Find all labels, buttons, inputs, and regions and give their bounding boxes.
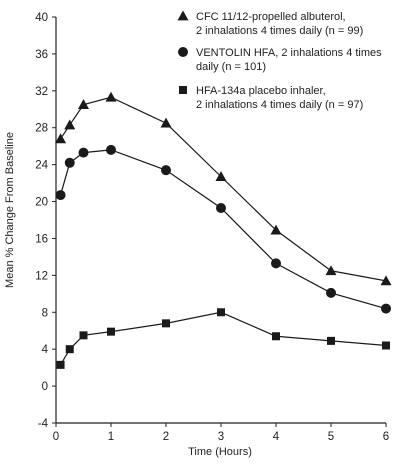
y-tick-label: -4 (38, 418, 49, 430)
series-circle (55, 144, 391, 314)
series-line (60, 311, 387, 366)
y-tick-label: 8 (42, 307, 48, 319)
axes (55, 17, 386, 424)
y-tick-label: 16 (35, 233, 48, 245)
y-tick-label: 20 (35, 197, 48, 209)
legend-label: daily (n = 101) (196, 61, 266, 73)
legend-circle-marker (178, 47, 188, 57)
data-point-circle (381, 303, 391, 314)
data-point-triangle (105, 91, 117, 102)
series-line (60, 96, 387, 282)
legend-item: VENTOLIN HFA, 2 inhalations 4 times daily… (178, 47, 382, 73)
y-tick-label: 12 (35, 270, 48, 282)
y-tick-label: 4 (42, 344, 49, 356)
data-point-square (56, 360, 65, 369)
data-point-square (327, 336, 335, 345)
data-point-circle (161, 165, 171, 176)
x-tick-label: 4 (273, 431, 280, 443)
data-point-triangle (160, 117, 172, 128)
x-tick-label: 1 (108, 431, 114, 443)
data-point-triangle (215, 171, 227, 182)
data-point-circle (78, 147, 89, 158)
series-triangle (55, 91, 392, 286)
data-point-circle (271, 258, 281, 269)
data-point-triangle (270, 224, 282, 235)
legend: CFC 11/12-propelled albuterol, 2 inhalati… (177, 10, 382, 111)
legend-label: HFA-134a placebo inhaler, (196, 85, 326, 97)
data-point-triangle (78, 99, 89, 110)
data-point-square (217, 308, 225, 317)
x-tick-label: 6 (383, 431, 389, 443)
data-point-triangle (64, 119, 76, 130)
data-point-triangle (380, 275, 392, 286)
legend-label: 2 inhalations 4 times daily (n = 97) (196, 99, 363, 111)
y-tick-label: 40 (35, 12, 48, 24)
data-point-circle (326, 287, 336, 298)
legend-item: HFA-134a placebo inhaler, 2 inhalations 4… (179, 85, 363, 111)
data-point-circle (216, 203, 226, 214)
y-tick-label: 24 (35, 160, 48, 172)
data-point-circle (106, 144, 116, 155)
data-point-circle (55, 190, 66, 201)
data-point-square (79, 331, 88, 340)
y-tick-label: 36 (35, 49, 48, 61)
data-point-square (162, 319, 170, 328)
legend-square-marker (179, 86, 187, 94)
data-point-square (382, 341, 390, 350)
legend-label: 2 inhalations 4 times daily (n = 99) (196, 25, 363, 37)
legend-label: VENTOLIN HFA, 2 inhalations 4 times (196, 47, 382, 59)
y-tick-label: 0 (42, 381, 48, 393)
y-tick-label: 28 (35, 123, 48, 135)
x-tick-label: 0 (53, 431, 59, 443)
x-axis-title: Time (Hours) (188, 446, 252, 458)
series-group (55, 91, 392, 369)
data-point-circle (64, 157, 75, 168)
x-tick-label: 3 (218, 431, 224, 443)
y-axis-title: Mean % Change From Baseline (4, 132, 16, 288)
legend-item: CFC 11/12-propelled albuterol, 2 inhalati… (177, 10, 363, 37)
legend-label: CFC 11/12-propelled albuterol, (196, 11, 346, 23)
series-line (59, 149, 387, 310)
data-point-square (272, 332, 280, 341)
x-tick-label: 2 (163, 431, 169, 443)
y-tick-label: 32 (35, 86, 48, 98)
data-point-triangle (325, 265, 337, 276)
data-point-square (65, 345, 74, 354)
legend-triangle-marker (177, 10, 189, 21)
data-point-triangle (55, 133, 67, 144)
data-point-square (107, 327, 115, 336)
x-tick-label: 5 (328, 431, 334, 443)
series-square (56, 308, 390, 369)
